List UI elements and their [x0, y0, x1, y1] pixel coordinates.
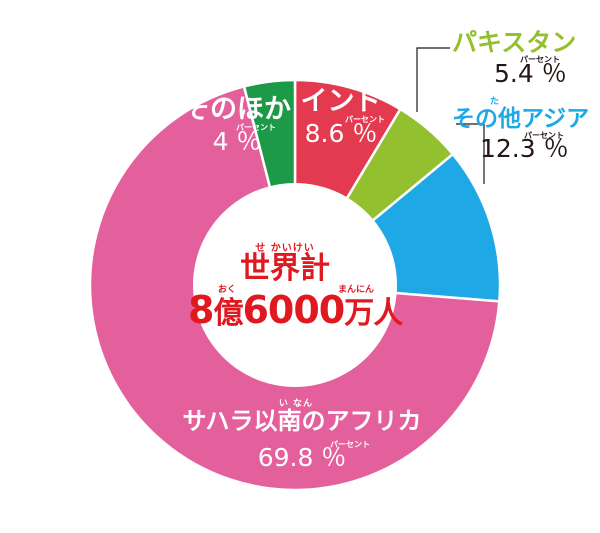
- label-pakistan-unit-ruby: パーセント: [520, 55, 560, 65]
- label-sub-saharan-name: サハラ以南のアフリカ: [182, 407, 422, 436]
- label-other-asia-value: 12.3 ％: [480, 133, 569, 163]
- center-title: せ かいけい 世界計: [200, 239, 370, 284]
- pakistan-leader-line: [416, 47, 450, 112]
- center-total-mannin: 万人: [344, 296, 403, 331]
- label-other-asia-ruby: た: [490, 97, 501, 107]
- label-india-unit-ruby: パーセント: [345, 115, 385, 125]
- label-other: そのほか パーセント 4 ％: [178, 94, 296, 156]
- label-india: インド パーセント 8.6 ％: [293, 86, 389, 148]
- center-title-text: 世界計: [240, 251, 330, 286]
- donut-hole: [193, 183, 397, 387]
- center-total-prefix: 8: [188, 288, 214, 332]
- label-pakistan-name: パキスタン: [452, 28, 577, 57]
- label-other-value: 4 ％: [212, 126, 262, 156]
- label-sub-saharan: い なん サハラ以南のアフリカ パーセント 69.8 ％: [162, 399, 442, 473]
- label-sub-saharan-value: 69.8 ％: [257, 443, 347, 473]
- center-oku-ruby: おく: [218, 285, 237, 295]
- label-sub-saharan-ruby: い なん: [278, 399, 314, 409]
- label-pakistan: パキスタン パーセント 5.4 ％: [452, 28, 582, 88]
- label-india-name: インド: [300, 86, 382, 117]
- label-sub-saharan-unit-ruby: パーセント: [330, 439, 370, 449]
- label-india-value: 8.6 ％: [304, 118, 378, 148]
- label-other-asia: た その他アジア パーセント 12.3 ％: [452, 97, 592, 163]
- center-total-oku: 億: [213, 296, 243, 331]
- other-asia-leader-line: [456, 123, 485, 184]
- label-other-asia-unit-ruby: パーセント: [524, 130, 564, 140]
- center-total: おく まんにん 8億6000万人: [188, 285, 403, 332]
- label-pakistan-value: 5.4 ％: [494, 58, 567, 88]
- label-other-unit-ruby: パーセント: [236, 123, 276, 133]
- label-other-asia-name: その他アジア: [452, 106, 590, 133]
- center-mannin-ruby: まんにん: [338, 285, 375, 295]
- center-total-mid: 6000: [242, 288, 345, 332]
- label-other-name: そのほか: [183, 94, 291, 125]
- center-title-ruby: せ かいけい: [255, 243, 315, 254]
